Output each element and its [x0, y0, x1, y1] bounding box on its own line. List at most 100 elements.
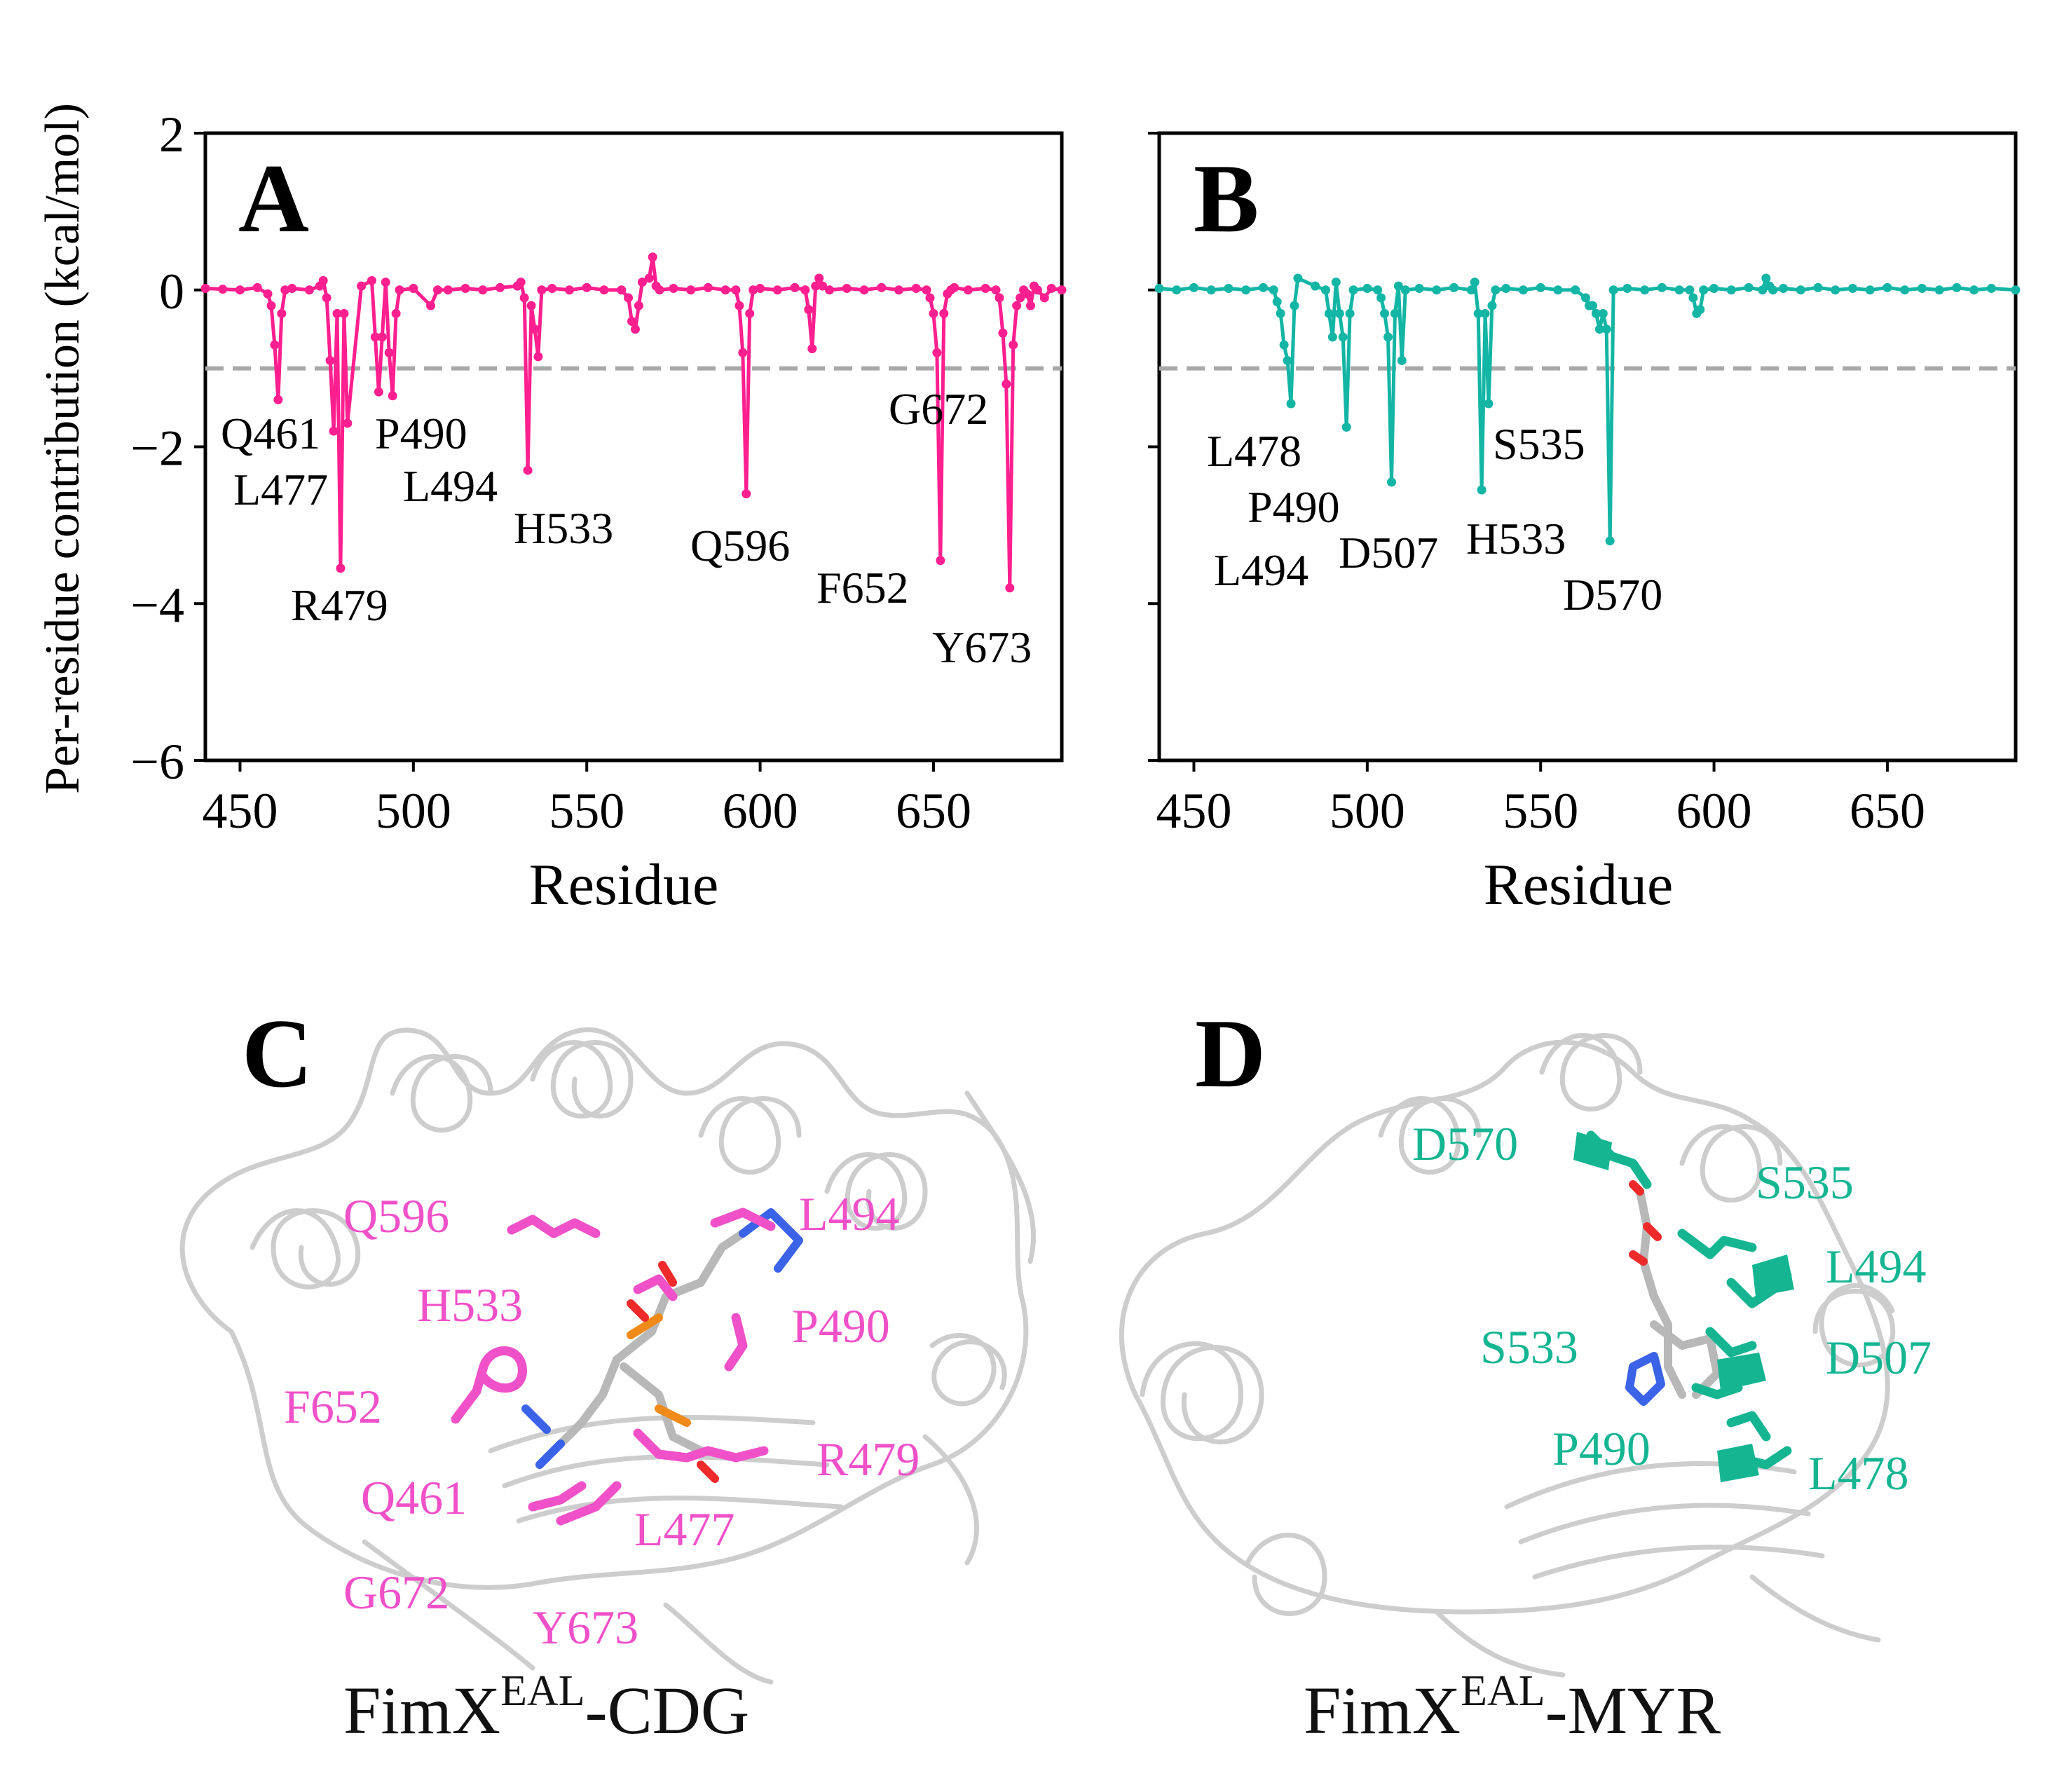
- y-tick-label: −2: [130, 420, 184, 477]
- annotation-a-q596: Q596: [690, 521, 790, 570]
- data-point: [742, 489, 751, 499]
- caption-d-sup: EAL: [1461, 1667, 1545, 1715]
- data-point: [409, 284, 418, 294]
- annotation-b-h533: H533: [1466, 514, 1566, 563]
- panel-d-letter: D: [1195, 999, 1266, 1108]
- data-point: [1039, 293, 1049, 303]
- data-point: [644, 273, 654, 283]
- data-point: [266, 301, 276, 310]
- data-point: [1279, 340, 1289, 350]
- caption-d-main: FimX: [1304, 1673, 1461, 1748]
- data-point: [526, 301, 536, 310]
- data-point: [1581, 293, 1591, 303]
- data-point: [1674, 285, 1684, 295]
- annotation-b-p490: P490: [1248, 482, 1340, 532]
- data-point: [1432, 285, 1442, 295]
- data-point: [963, 285, 973, 295]
- data-point: [582, 282, 592, 292]
- x-tick-label: 500: [1330, 783, 1405, 839]
- data-point: [1553, 285, 1563, 295]
- data-point: [1487, 301, 1497, 310]
- data-point: [1900, 285, 1910, 295]
- data-point: [825, 285, 835, 295]
- data-point: [804, 305, 814, 315]
- data-point: [1501, 284, 1511, 294]
- x-tick-label: 600: [723, 783, 798, 839]
- panel-a-chart: 450 500 550 600 650 2 0 −2 −4 −6 A Per-residue co…: [36, 103, 1067, 917]
- data-point: [932, 348, 942, 357]
- data-point: [1591, 308, 1601, 318]
- data-point: [516, 278, 526, 287]
- data-point: [1023, 289, 1032, 299]
- data-point: [745, 308, 755, 318]
- label-c-y673: Y673: [533, 1601, 638, 1654]
- x-tick-label: 450: [202, 783, 278, 839]
- data-point: [384, 348, 394, 357]
- data-point: [1473, 308, 1483, 318]
- annotation-a-p490: P490: [375, 409, 467, 458]
- data-point: [1380, 308, 1390, 318]
- data-point: [1813, 282, 1823, 292]
- label-d-s535: S535: [1756, 1156, 1854, 1209]
- data-point: [627, 317, 637, 326]
- data-point: [370, 332, 380, 342]
- data-point: [807, 344, 817, 354]
- data-point: [336, 563, 346, 573]
- data-point: [1466, 285, 1476, 295]
- data-point: [395, 285, 404, 295]
- data-point: [925, 293, 935, 303]
- data-point: [1695, 305, 1705, 315]
- label-c-p490: P490: [792, 1299, 890, 1353]
- data-point: [200, 284, 210, 294]
- data-point: [995, 293, 1004, 303]
- data-point: [1206, 285, 1216, 295]
- panel-a-letter: A: [238, 144, 309, 253]
- data-point: [280, 285, 290, 295]
- data-point: [859, 285, 869, 295]
- data-point: [547, 284, 557, 294]
- data-point: [669, 284, 678, 294]
- panel-c-letter: C: [242, 999, 313, 1108]
- caption-c-tail: -CDG: [585, 1673, 750, 1748]
- data-point: [1269, 285, 1278, 295]
- data-point: [533, 352, 543, 362]
- data-point: [377, 332, 387, 342]
- data-point: [624, 293, 634, 303]
- y-tick-label: −6: [130, 734, 184, 790]
- data-point: [790, 282, 800, 292]
- data-point: [756, 284, 765, 294]
- annotation-a-l477: L477: [233, 465, 328, 514]
- label-c-h533: H533: [417, 1278, 523, 1332]
- protein-ribbon-d: [1119, 1033, 1896, 1678]
- data-point: [814, 273, 824, 283]
- data-point: [1032, 285, 1042, 295]
- data-point: [939, 308, 949, 318]
- data-point: [1345, 308, 1355, 318]
- data-point: [1341, 423, 1351, 432]
- annotation-a-q461: Q461: [221, 409, 320, 458]
- data-point: [1865, 285, 1875, 295]
- data-point: [381, 278, 390, 287]
- caption-c-main: FimX: [343, 1673, 501, 1748]
- data-point: [1362, 284, 1372, 294]
- data-point: [1744, 282, 1754, 292]
- label-c-q461: Q461: [361, 1471, 467, 1524]
- data-point: [235, 285, 245, 295]
- label-d-d507: D507: [1826, 1331, 1932, 1384]
- label-d-p490: P490: [1552, 1422, 1651, 1475]
- data-point: [1025, 301, 1035, 310]
- data-point: [1002, 379, 1011, 389]
- data-point: [630, 324, 640, 334]
- data-point: [1154, 284, 1164, 294]
- data-point: [460, 284, 470, 294]
- data-point: [263, 289, 273, 299]
- data-point: [530, 324, 540, 334]
- annotation-a-y673: Y673: [932, 622, 1032, 672]
- data-point: [1587, 301, 1597, 310]
- panel-b-chart: 450 500 550 600 650 B Residue L478 P490 L494…: [1148, 131, 2021, 917]
- data-point: [1952, 282, 1962, 292]
- label-d-d570: D570: [1412, 1117, 1518, 1170]
- data-point: [1796, 285, 1805, 295]
- data-point: [703, 282, 713, 292]
- data-point: [1324, 308, 1334, 318]
